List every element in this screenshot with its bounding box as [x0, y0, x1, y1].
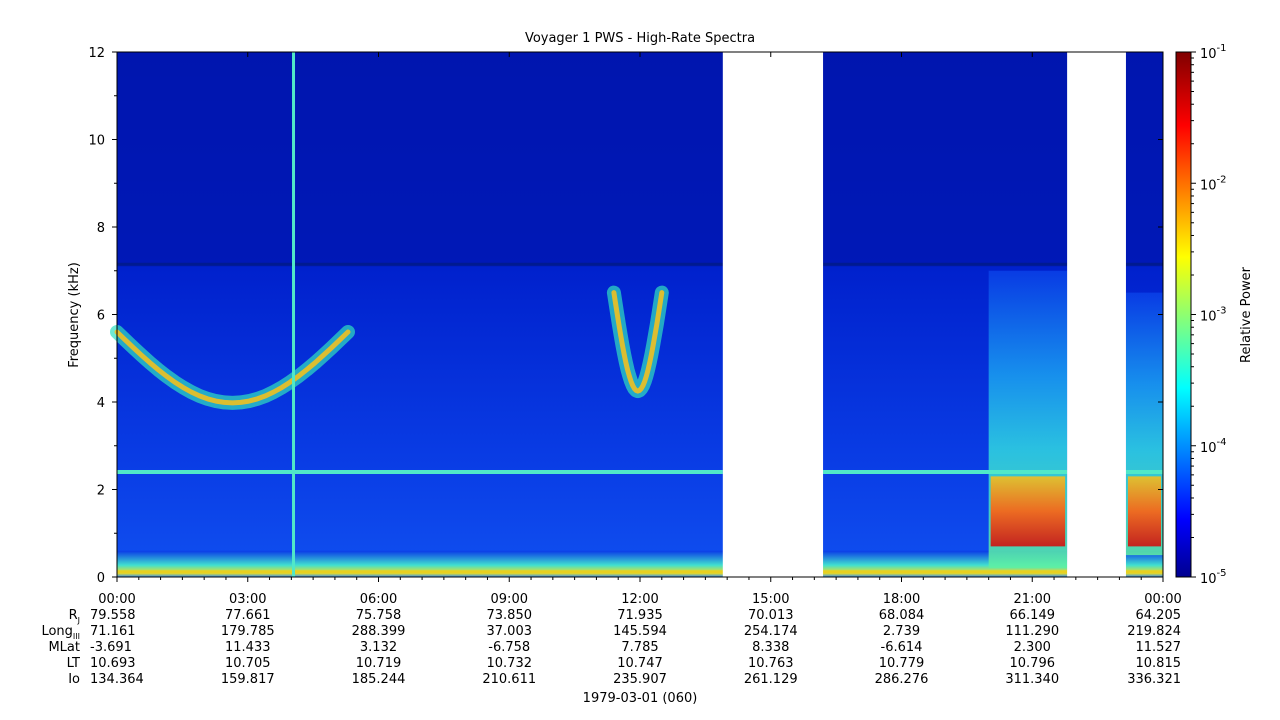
ephemeris-value: 10.796 — [1010, 656, 1056, 671]
y-tick-label: 8 — [97, 221, 105, 236]
ephemeris-value: 10.705 — [225, 656, 271, 671]
ephemeris-value: 11.527 — [1136, 640, 1182, 655]
colorbar-tick-label: 10-4 — [1200, 437, 1227, 456]
ephemeris-value: 179.785 — [221, 624, 275, 639]
ephemeris-value: 336.321 — [1127, 672, 1181, 687]
ephemeris-value: 66.149 — [1010, 608, 1056, 623]
ephemeris-value: 185.244 — [352, 672, 406, 687]
ephemeris-value: 10.747 — [617, 656, 663, 671]
colorbar-tick-exponent: -4 — [1217, 437, 1227, 448]
y-tick-label: 10 — [88, 134, 105, 149]
ephemeris-row-label: Io — [68, 672, 80, 687]
ephemeris-value: 10.693 — [90, 656, 136, 671]
y-axis: 0 2 4 6 8 10 12 — [88, 46, 1163, 586]
x-tick-label: 00:00 — [1144, 592, 1181, 607]
ephemeris-value: 8.338 — [752, 640, 789, 655]
ephemeris-value: 75.758 — [356, 608, 402, 623]
ephemeris-value: -6.614 — [881, 640, 923, 655]
ephemeris-value: 64.205 — [1136, 608, 1182, 623]
colorbar-tick-label: 10-5 — [1200, 568, 1227, 587]
ephemeris-value: 79.558 — [90, 608, 136, 623]
ephemeris-value: 3.132 — [360, 640, 397, 655]
x-tick-label: 21:00 — [1014, 592, 1051, 607]
emission-band-core — [611, 290, 665, 394]
ephemeris-value: 286.276 — [875, 672, 929, 687]
colorbar-tick-exponent: -2 — [1217, 174, 1227, 185]
ephemeris-value: 219.824 — [1127, 624, 1181, 639]
ephemeris-table: RJ 79.558 77.661 75.758 73.850 71.935 70.013 68… — [41, 608, 1181, 687]
upper-frequency-band — [117, 52, 1163, 267]
ephemeris-row-label: LongIII — [41, 624, 80, 641]
ephemeris-value: 134.364 — [90, 672, 144, 687]
ephemeris-row-label-subscript: III — [73, 632, 80, 641]
ephemeris-value: -6.758 — [488, 640, 530, 655]
y-tick-label: 4 — [97, 396, 105, 411]
ephemeris-value: -3.691 — [90, 640, 132, 655]
ephemeris-row-label-subscript: J — [77, 616, 80, 625]
ephemeris-value: 11.433 — [225, 640, 271, 655]
y-tick-label: 2 — [97, 484, 105, 499]
x-tick-label: 12:00 — [621, 592, 658, 607]
ephemeris-value: 145.594 — [613, 624, 667, 639]
chart-title: Voyager 1 PWS - High-Rate Spectra — [525, 31, 755, 46]
ephemeris-row-label: RJ — [69, 608, 80, 625]
emission-band-core — [114, 329, 351, 406]
x-tick-label: 15:00 — [752, 592, 789, 607]
ephemeris-value: 77.661 — [225, 608, 271, 623]
ephemeris-value: 71.935 — [617, 608, 663, 623]
y-tick-label: 6 — [97, 309, 105, 324]
colorbar-tick-label: 10-2 — [1200, 174, 1227, 193]
plot-area — [110, 52, 1163, 577]
ephemeris-row-label: LT — [67, 656, 80, 671]
colorbar-tick-label: 10-1 — [1200, 43, 1227, 62]
colorbar-tick-exponent: -5 — [1217, 568, 1227, 579]
ephemeris-value: 111.290 — [1005, 624, 1059, 639]
x-tick-label: 06:00 — [360, 592, 397, 607]
y-tick-label: 0 — [97, 571, 105, 586]
data-gap — [1067, 52, 1126, 577]
ephemeris-value: 10.719 — [356, 656, 402, 671]
broadband-hot-region — [1127, 476, 1161, 547]
y-tick-label: 12 — [88, 46, 105, 61]
colorbar-tick-label: 10-3 — [1200, 306, 1227, 325]
ephemeris-value: 235.907 — [613, 672, 667, 687]
ephemeris-value: 7.785 — [621, 640, 658, 655]
ephemeris-value: 10.732 — [487, 656, 533, 671]
ephemeris-value: 37.003 — [487, 624, 533, 639]
y-axis-label: Frequency (kHz) — [67, 262, 82, 368]
ephemeris-value: 261.129 — [744, 672, 798, 687]
ephemeris-value: 71.161 — [90, 624, 136, 639]
ephemeris-value: 288.399 — [352, 624, 406, 639]
ephemeris-value: 10.815 — [1136, 656, 1182, 671]
ephemeris-value: 159.817 — [221, 672, 275, 687]
x-tick-label: 00:00 — [98, 592, 135, 607]
ephemeris-value: 311.340 — [1005, 672, 1059, 687]
colorbar-tick-exponent: -3 — [1217, 306, 1227, 317]
x-tick-label: 18:00 — [883, 592, 920, 607]
colorbar-tick-exponent: -1 — [1217, 43, 1227, 54]
colorbar-label: Relative Power — [1239, 266, 1254, 363]
ephemeris-value: 68.084 — [879, 608, 925, 623]
x-tick-label: 03:00 — [229, 592, 266, 607]
ephemeris-row-label: MLat — [48, 640, 80, 655]
ephemeris-value: 254.174 — [744, 624, 798, 639]
x-tick-label: 09:00 — [491, 592, 528, 607]
ephemeris-value: 73.850 — [487, 608, 533, 623]
ephemeris-value: 70.013 — [748, 608, 794, 623]
x-axis: 00:00 03:00 06:00 09:00 12:00 15:00 18:00 21:00… — [98, 52, 1182, 607]
ephemeris-value: 2.739 — [883, 624, 920, 639]
ephemeris-value: 10.763 — [748, 656, 794, 671]
ephemeris-value: 210.611 — [482, 672, 536, 687]
colorbar: 10-1 10-2 10-3 10-4 10-5 — [1175, 43, 1227, 587]
data-gap — [722, 52, 824, 577]
broadband-hot-region — [990, 476, 1066, 547]
ephemeris-value: 10.779 — [879, 656, 925, 671]
x-axis-label: 1979-03-01 (060) — [583, 691, 698, 706]
ephemeris-value: 2.300 — [1014, 640, 1051, 655]
colorbar-gradient — [1175, 51, 1192, 578]
